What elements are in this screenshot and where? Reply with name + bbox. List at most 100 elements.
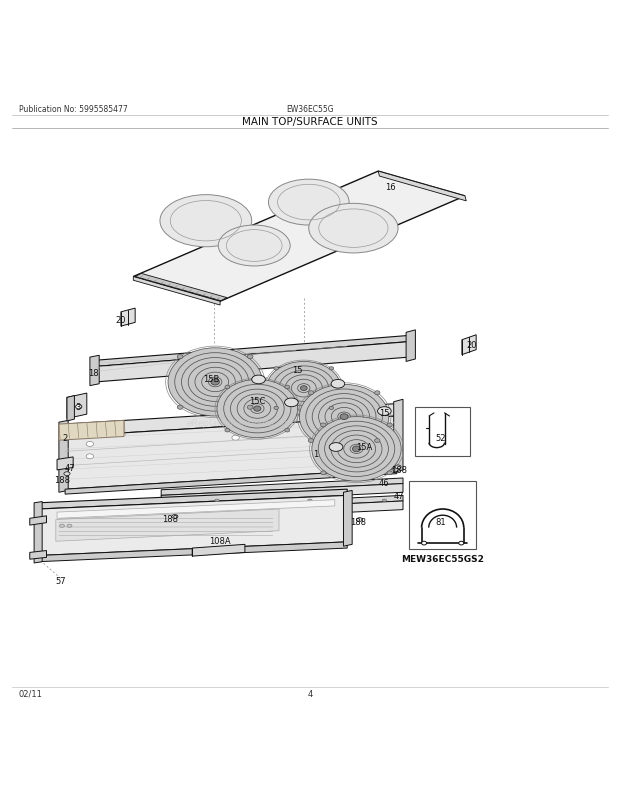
Ellipse shape — [308, 391, 314, 395]
Polygon shape — [161, 496, 403, 513]
Text: 188: 188 — [54, 475, 70, 484]
Ellipse shape — [86, 442, 94, 447]
Text: 4: 4 — [308, 689, 312, 698]
Ellipse shape — [301, 387, 307, 391]
Text: 20: 20 — [466, 341, 476, 350]
Text: eReplacementParts.com: eReplacementParts.com — [187, 418, 297, 427]
Polygon shape — [96, 336, 409, 367]
Ellipse shape — [218, 225, 290, 266]
Ellipse shape — [309, 204, 398, 253]
Ellipse shape — [254, 407, 261, 411]
Ellipse shape — [321, 472, 326, 475]
Ellipse shape — [329, 444, 343, 452]
Text: 18: 18 — [87, 369, 99, 378]
Ellipse shape — [395, 465, 401, 469]
Polygon shape — [161, 501, 403, 522]
Ellipse shape — [160, 196, 252, 248]
Ellipse shape — [215, 500, 219, 502]
Polygon shape — [57, 500, 335, 519]
Polygon shape — [394, 399, 403, 473]
Polygon shape — [57, 457, 73, 470]
Polygon shape — [65, 404, 397, 437]
Ellipse shape — [285, 399, 298, 407]
Polygon shape — [56, 509, 279, 541]
Text: 02/11: 02/11 — [19, 689, 43, 698]
Ellipse shape — [232, 435, 239, 440]
Polygon shape — [38, 489, 347, 509]
Ellipse shape — [252, 375, 265, 384]
Text: 57: 57 — [55, 576, 66, 585]
Ellipse shape — [308, 439, 314, 443]
Polygon shape — [192, 545, 245, 557]
Polygon shape — [38, 542, 347, 562]
Ellipse shape — [274, 407, 278, 410]
Ellipse shape — [308, 500, 312, 502]
Text: 81: 81 — [435, 517, 446, 526]
Text: MEW36EC55GS2: MEW36EC55GS2 — [401, 554, 484, 563]
Polygon shape — [30, 516, 46, 525]
Polygon shape — [406, 330, 415, 362]
Text: 1: 1 — [314, 449, 319, 458]
Polygon shape — [462, 335, 476, 355]
Ellipse shape — [177, 355, 183, 359]
Ellipse shape — [331, 380, 345, 389]
Ellipse shape — [67, 525, 72, 528]
Polygon shape — [161, 479, 403, 496]
Polygon shape — [34, 502, 42, 563]
Ellipse shape — [329, 407, 334, 410]
FancyBboxPatch shape — [415, 407, 470, 456]
Ellipse shape — [321, 423, 326, 427]
Ellipse shape — [312, 417, 401, 481]
Ellipse shape — [168, 348, 262, 416]
Text: 52: 52 — [435, 434, 445, 443]
Text: 15: 15 — [293, 366, 303, 375]
Ellipse shape — [356, 518, 363, 522]
Ellipse shape — [225, 386, 230, 389]
Ellipse shape — [374, 391, 380, 395]
Ellipse shape — [387, 472, 392, 475]
Ellipse shape — [247, 355, 253, 359]
Text: 188: 188 — [350, 517, 366, 526]
Polygon shape — [59, 421, 124, 440]
Polygon shape — [65, 416, 397, 489]
Ellipse shape — [268, 180, 349, 225]
Ellipse shape — [267, 362, 341, 415]
Text: 15C: 15C — [249, 396, 265, 406]
Polygon shape — [96, 342, 409, 383]
Ellipse shape — [225, 429, 230, 432]
Ellipse shape — [172, 515, 178, 519]
Polygon shape — [30, 551, 46, 560]
Polygon shape — [135, 274, 227, 302]
Ellipse shape — [76, 405, 82, 409]
Ellipse shape — [247, 406, 253, 410]
Ellipse shape — [340, 414, 348, 420]
Polygon shape — [121, 309, 135, 326]
Ellipse shape — [274, 367, 278, 371]
Text: 15: 15 — [379, 409, 389, 418]
Ellipse shape — [86, 454, 94, 460]
Ellipse shape — [211, 379, 219, 386]
Ellipse shape — [382, 500, 387, 502]
FancyBboxPatch shape — [409, 481, 476, 549]
Polygon shape — [38, 496, 347, 556]
Text: 3: 3 — [75, 403, 80, 411]
Polygon shape — [67, 394, 87, 419]
Ellipse shape — [299, 385, 389, 449]
Text: 188: 188 — [162, 514, 179, 523]
Text: 15B: 15B — [203, 375, 219, 384]
Ellipse shape — [60, 525, 64, 528]
Text: 47: 47 — [64, 464, 75, 472]
Ellipse shape — [177, 406, 183, 410]
Text: MAIN TOP/SURFACE UNITS: MAIN TOP/SURFACE UNITS — [242, 117, 378, 128]
Ellipse shape — [387, 423, 392, 427]
Ellipse shape — [374, 439, 380, 443]
Text: 2: 2 — [63, 434, 68, 443]
Ellipse shape — [459, 541, 464, 545]
Polygon shape — [67, 396, 74, 421]
Polygon shape — [133, 277, 220, 306]
Text: 16: 16 — [385, 183, 396, 192]
Polygon shape — [161, 484, 403, 504]
Ellipse shape — [217, 380, 298, 438]
Polygon shape — [343, 491, 352, 546]
Text: 15A: 15A — [356, 443, 373, 452]
